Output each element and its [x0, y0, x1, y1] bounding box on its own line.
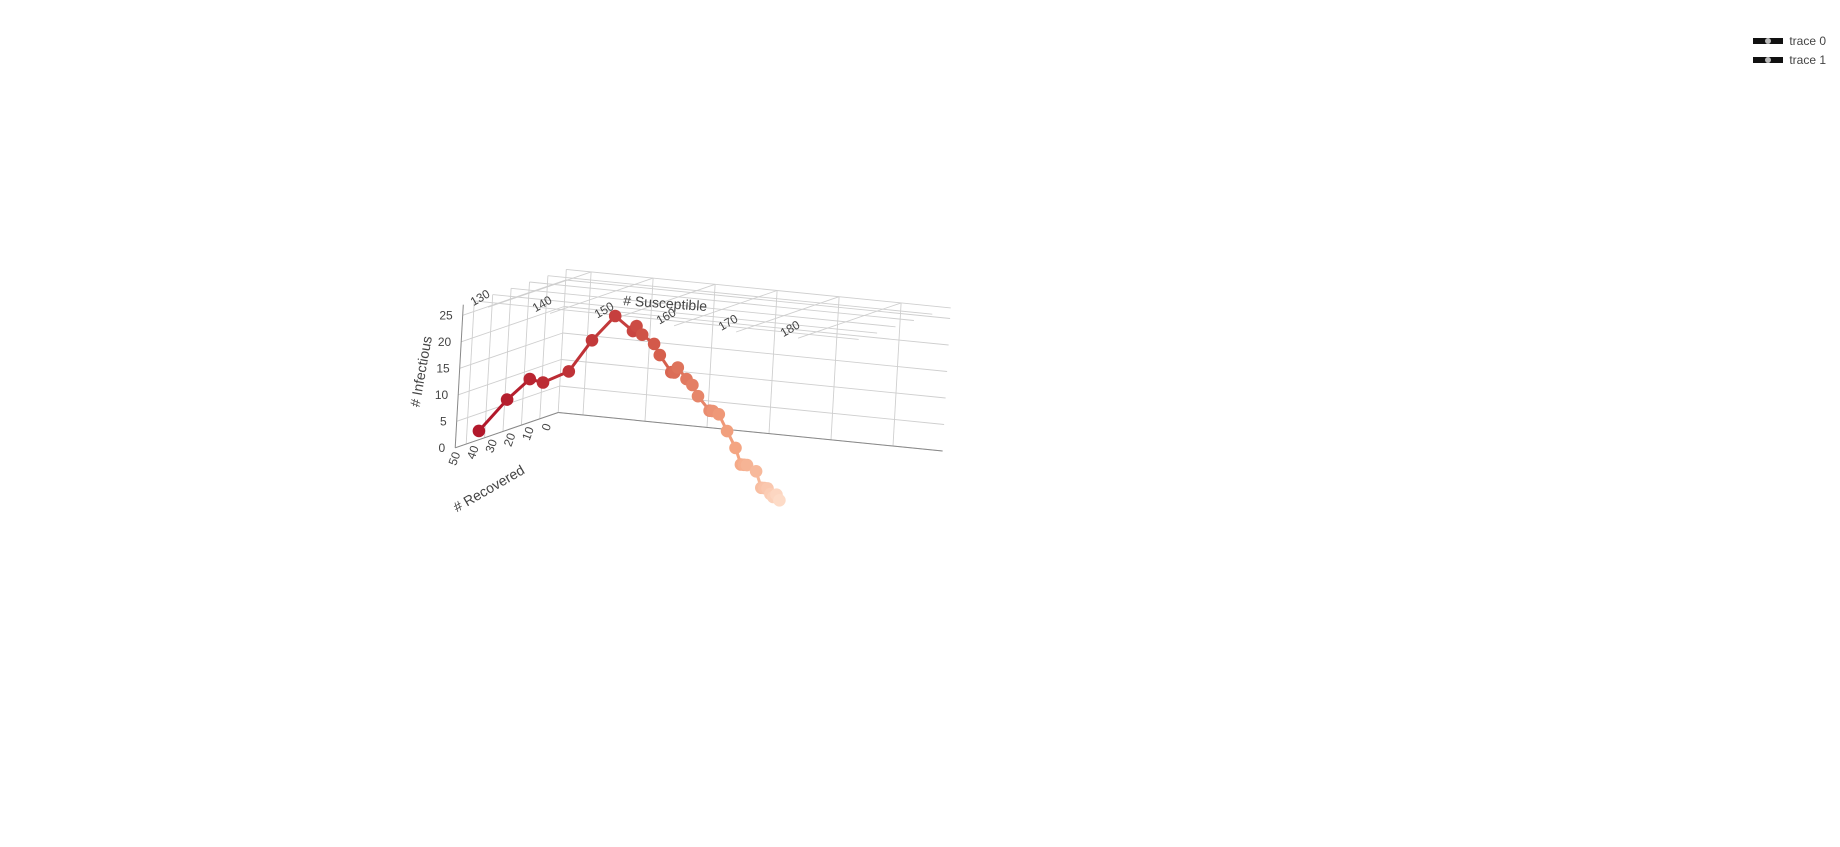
x-axis-line [558, 412, 943, 452]
axis-layer [454, 304, 943, 452]
data-point [608, 309, 622, 323]
x-gridline-top [611, 283, 716, 321]
y-axis-line [455, 412, 559, 449]
z-gridline-back [561, 359, 946, 399]
x-gridline-top [673, 290, 778, 327]
y-tick-label: 20 [501, 431, 519, 449]
x-gridline-top [735, 296, 840, 333]
z-gridline-side [458, 359, 562, 396]
z-gridline-side [459, 332, 563, 369]
legend: trace 0 trace 1 [1753, 31, 1826, 69]
y-tick-label: 10 [519, 424, 537, 442]
y-tick-label: 50 [446, 450, 464, 468]
data-point [500, 393, 514, 406]
y-tick-label: 30 [482, 437, 500, 455]
z-gridline-back [564, 306, 949, 346]
legend-swatch-icon [1753, 37, 1784, 44]
y-gridline-top [547, 275, 933, 315]
trajectory-segment [567, 339, 594, 373]
z-tick-label: 5 [440, 414, 447, 428]
trajectory-segment [477, 398, 509, 432]
legend-label: trace 1 [1789, 52, 1826, 67]
data-point [740, 458, 754, 472]
z-tick-label: 0 [439, 441, 446, 455]
label-layer: 130 140 150 160 170 180051015202501020304050#… [407, 287, 803, 516]
data-point [712, 408, 726, 421]
y-gridline-side [502, 288, 512, 432]
legend-item-trace-1[interactable]: trace 1 [1753, 50, 1826, 69]
data-point [749, 465, 763, 478]
x-gridline-top [797, 302, 902, 339]
y-gridline-top [492, 294, 878, 334]
data-point [585, 334, 599, 347]
legend-item-trace-0[interactable]: trace 0 [1753, 31, 1826, 50]
x-gridline-top [549, 277, 654, 314]
y-gridline-top [474, 300, 859, 340]
data-point [720, 424, 734, 438]
data-point [653, 348, 667, 362]
x-tick-label: 180 [778, 318, 803, 340]
z-gridline-side [461, 306, 565, 343]
x-tick-label: 130 [468, 287, 493, 309]
x-axis-title: # Susceptible [623, 292, 708, 314]
y-gridline-side [465, 300, 475, 445]
y-gridline-top [566, 268, 951, 309]
data-point [773, 494, 786, 507]
z-tick-label: 20 [438, 335, 452, 349]
x-tick-label: 140 [530, 293, 555, 315]
x-gridline-back [892, 302, 902, 447]
data-point [536, 376, 550, 389]
z-tick-label: 15 [436, 361, 450, 375]
y-gridline-side [484, 294, 494, 438]
y-gridline-top [511, 287, 896, 328]
z-axis-title: # Infectious [407, 335, 435, 408]
data-point [523, 372, 537, 386]
z-tick-label: 25 [439, 308, 453, 322]
data-point [691, 389, 705, 403]
z-tick-label: 10 [435, 388, 449, 402]
x-gridline-back [768, 290, 778, 434]
data-point [647, 337, 661, 351]
y-gridline-side [520, 281, 530, 426]
z-gridline-back [562, 332, 948, 372]
marker-layer [472, 309, 786, 507]
data-point [472, 424, 486, 438]
data-point [729, 441, 742, 455]
y-gridline-top [529, 281, 914, 321]
x-tick-label: 170 [716, 311, 741, 333]
data-point [635, 328, 649, 342]
z-gridline-back [559, 385, 945, 425]
legend-swatch-icon [1753, 56, 1784, 63]
legend-label: trace 0 [1789, 33, 1826, 48]
z-gridline-side [462, 279, 566, 316]
y-tick-label: 0 [539, 421, 555, 432]
x-gridline-back [830, 296, 840, 440]
data-point [562, 365, 576, 378]
x-gridline-top [487, 271, 592, 308]
data-point [671, 361, 685, 374]
data-point [686, 378, 699, 392]
y-tick-label: 40 [464, 443, 482, 461]
grid-layer [455, 268, 951, 452]
z-gridline-back [565, 279, 951, 319]
y-gridline-side [557, 269, 567, 413]
y-axis-title: # Recovered [450, 462, 527, 516]
z-axis-line [454, 304, 464, 448]
